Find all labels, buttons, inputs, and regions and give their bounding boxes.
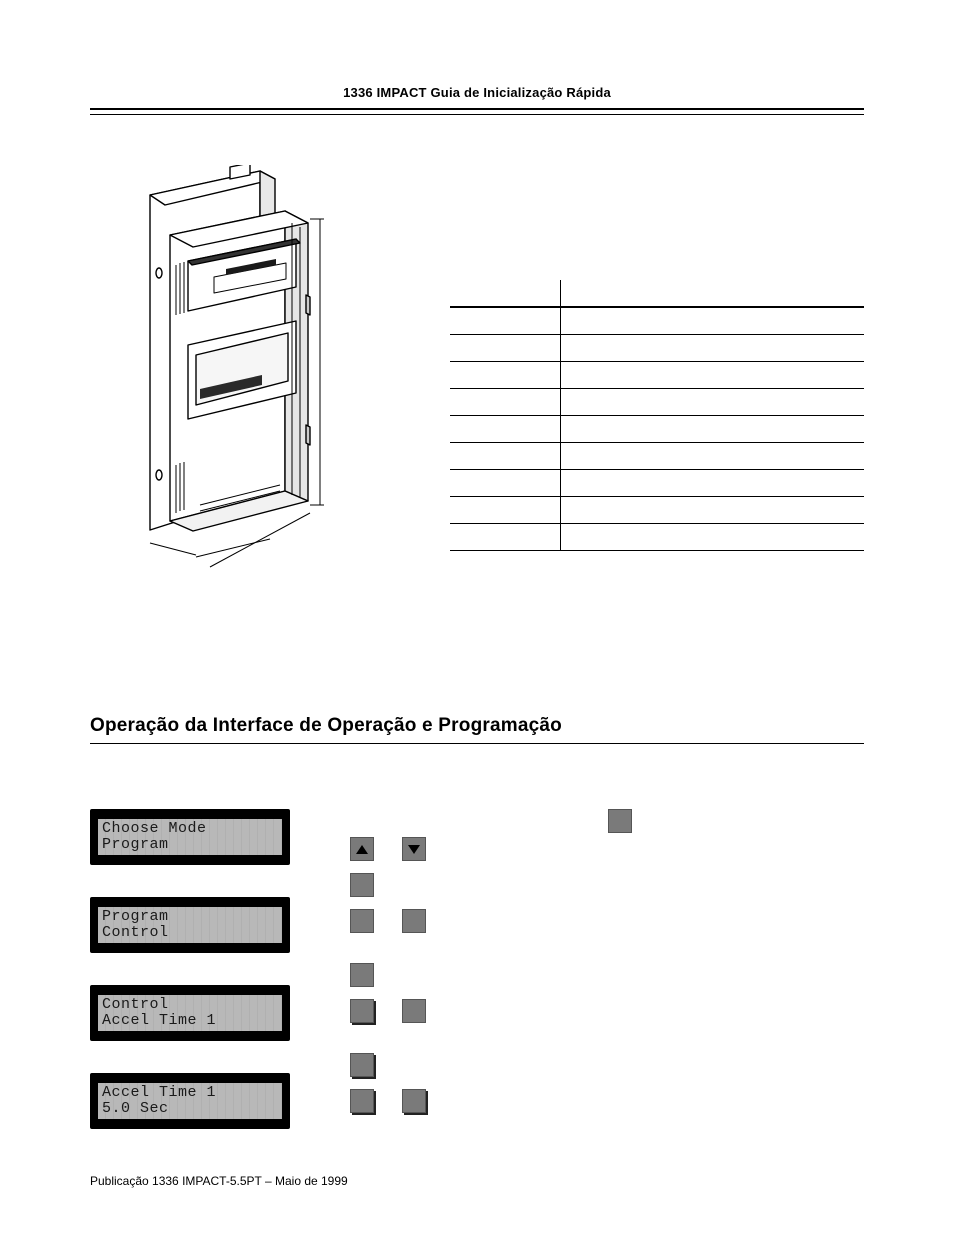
lcd-line2: 5.0 Sec xyxy=(102,1100,169,1117)
page-header-title: 1336 IMPACT Guia de Inicialização Rápida xyxy=(90,85,864,100)
lcd-line1: Control xyxy=(102,996,169,1013)
him-button[interactable] xyxy=(350,999,374,1023)
table-header-b xyxy=(560,280,864,307)
button-row xyxy=(350,1089,426,1113)
lcd-screen-4: Accel Time 1 5.0 Sec xyxy=(90,1073,290,1129)
lcd-screen-2: Program Control xyxy=(90,897,290,953)
table-header-a xyxy=(450,280,560,307)
button-row xyxy=(350,873,374,897)
lcd-line2: Control xyxy=(102,924,169,941)
table-row xyxy=(450,388,864,415)
arrow-down-icon xyxy=(408,845,420,854)
table-row xyxy=(450,307,864,334)
button-row xyxy=(350,963,374,987)
lcd-line1: Choose Mode xyxy=(102,820,207,837)
lcd-line1: Program xyxy=(102,908,169,925)
lcd-line2: Program xyxy=(102,836,169,853)
lcd-line1: Accel Time 1 xyxy=(102,1084,216,1101)
lcd-line2: Accel Time 1 xyxy=(102,1012,216,1029)
down-arrow-button[interactable] xyxy=(402,837,426,861)
table-row xyxy=(450,469,864,496)
lcd-text: Accel Time 1 5.0 Sec xyxy=(98,1083,282,1119)
lcd-text: Choose Mode Program xyxy=(98,819,282,855)
header-rule-thick xyxy=(90,108,864,110)
lcd-text: Program Control xyxy=(98,907,282,943)
section-heading: Operação da Interface de Operação e Prog… xyxy=(90,715,864,737)
him-button[interactable] xyxy=(350,909,374,933)
him-button[interactable] xyxy=(350,873,374,897)
dimensions-table-wrapper xyxy=(450,165,864,575)
extra-button-column xyxy=(590,809,650,1129)
him-button[interactable] xyxy=(350,1053,374,1077)
footer-text: Publicação 1336 IMPACT-5.5PT – Maio de 1… xyxy=(90,1174,348,1188)
device-svg xyxy=(110,165,370,575)
lcd-screen-1: Choose Mode Program xyxy=(90,809,290,865)
device-illustration xyxy=(90,165,390,575)
section-rule xyxy=(90,743,864,744)
arrow-up-icon xyxy=(356,845,368,854)
lcd-screen-3: Control Accel Time 1 xyxy=(90,985,290,1041)
button-row xyxy=(350,999,426,1023)
button-row xyxy=(350,1053,374,1077)
him-button[interactable] xyxy=(350,1089,374,1113)
him-button[interactable] xyxy=(402,1089,426,1113)
up-arrow-button[interactable] xyxy=(350,837,374,861)
table-row xyxy=(450,361,864,388)
table-row xyxy=(450,442,864,469)
lcd-column: Choose Mode Program Program Control Cont… xyxy=(90,809,290,1129)
top-content xyxy=(90,165,864,575)
him-button[interactable] xyxy=(350,963,374,987)
table-row xyxy=(450,334,864,361)
table-row xyxy=(450,415,864,442)
button-column xyxy=(350,809,530,1129)
header-rule-thin xyxy=(90,114,864,115)
him-button[interactable] xyxy=(402,999,426,1023)
lcd-text: Control Accel Time 1 xyxy=(98,995,282,1031)
button-row xyxy=(350,837,426,861)
button-row xyxy=(350,909,426,933)
him-button[interactable] xyxy=(402,909,426,933)
him-area: Choose Mode Program Program Control Cont… xyxy=(90,809,864,1129)
table-header-row xyxy=(450,280,864,307)
table-row xyxy=(450,523,864,550)
him-button[interactable] xyxy=(608,809,632,833)
table-row xyxy=(450,496,864,523)
dimensions-table xyxy=(450,280,864,551)
